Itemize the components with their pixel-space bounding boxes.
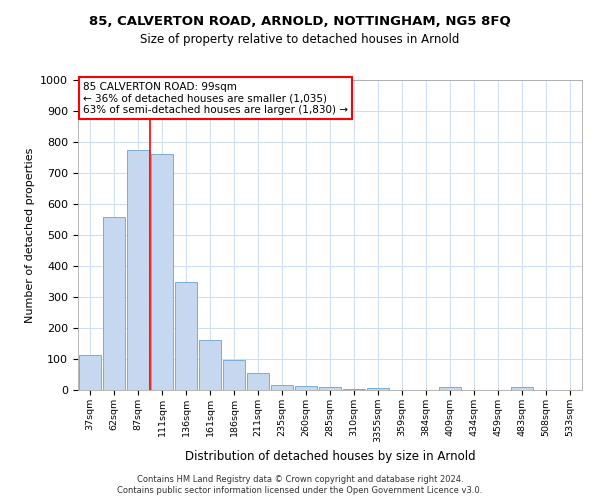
Bar: [367, 388, 389, 390]
Bar: [247, 373, 269, 390]
Bar: [127, 150, 149, 390]
Text: 85 CALVERTON ROAD: 99sqm
← 36% of detached houses are smaller (1,035)
63% of sem: 85 CALVERTON ROAD: 99sqm ← 36% of detach…: [83, 82, 348, 115]
Bar: [151, 154, 173, 390]
Bar: [319, 387, 341, 390]
Bar: [103, 217, 125, 390]
Bar: [79, 355, 101, 390]
Bar: [175, 282, 197, 390]
Bar: [511, 387, 533, 390]
Bar: [223, 360, 245, 390]
Text: Size of property relative to detached houses in Arnold: Size of property relative to detached ho…: [140, 32, 460, 46]
Bar: [295, 386, 317, 390]
Text: Contains public sector information licensed under the Open Government Licence v3: Contains public sector information licen…: [118, 486, 482, 495]
Bar: [271, 384, 293, 390]
Bar: [439, 387, 461, 390]
Text: Contains HM Land Registry data © Crown copyright and database right 2024.: Contains HM Land Registry data © Crown c…: [137, 474, 463, 484]
X-axis label: Distribution of detached houses by size in Arnold: Distribution of detached houses by size …: [185, 450, 475, 464]
Bar: [199, 340, 221, 390]
Y-axis label: Number of detached properties: Number of detached properties: [25, 148, 35, 322]
Bar: [343, 389, 365, 390]
Text: 85, CALVERTON ROAD, ARNOLD, NOTTINGHAM, NG5 8FQ: 85, CALVERTON ROAD, ARNOLD, NOTTINGHAM, …: [89, 15, 511, 28]
